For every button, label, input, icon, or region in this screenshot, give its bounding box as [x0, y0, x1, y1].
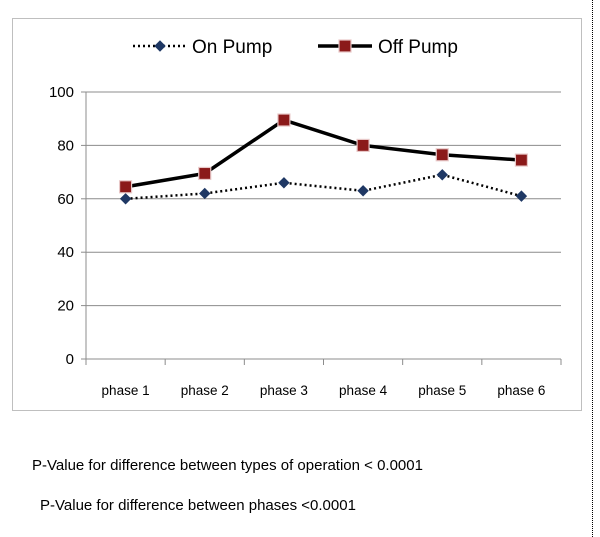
y-tick-label: 100	[49, 84, 74, 101]
data-point-on-pump	[199, 187, 211, 200]
data-point-off-pump	[356, 138, 370, 152]
data-point-off-pump	[118, 180, 133, 194]
data-point-on-pump	[119, 193, 132, 205]
x-tick-label: phase 2	[181, 383, 229, 398]
legend-label: Off Pump	[378, 37, 458, 58]
data-point-on-pump	[357, 185, 369, 197]
data-point-off-pump	[435, 148, 449, 162]
series-line-off-pump	[125, 118, 522, 189]
y-tick-label: 0	[66, 351, 74, 368]
y-tick-label: 20	[57, 298, 74, 315]
legend-label: On Pump	[192, 37, 272, 58]
series-line-on-pump	[125, 173, 522, 201]
data-point-on-pump	[515, 190, 528, 202]
y-tick-label: 80	[57, 137, 74, 154]
x-tick-label: phase 4	[339, 383, 388, 398]
x-tick-label: phase 3	[260, 383, 308, 398]
data-point-off-pump	[514, 153, 529, 167]
x-tick-label: phase 1	[102, 383, 150, 398]
data-point-on-pump	[278, 177, 290, 189]
data-point-off-pump	[277, 113, 291, 127]
legend-marker	[338, 39, 352, 53]
line-chart: 0 20 40 60 80 100 phase 1 phase 2 phase 3 phase 4…	[49, 37, 562, 398]
page-edge-divider	[592, 0, 593, 537]
legend-marker	[154, 40, 166, 52]
x-tick-label: phase 5	[418, 383, 466, 398]
y-tick-label: 60	[57, 191, 74, 208]
data-point-off-pump	[198, 166, 212, 181]
x-tick-label: phase 6	[497, 383, 545, 398]
chart-frame	[12, 18, 582, 411]
y-tick-label: 40	[57, 244, 74, 261]
p-value-note-phases: P-Value for difference between phases <0…	[40, 497, 356, 514]
p-value-note-operation: P-Value for difference between types of …	[32, 457, 423, 474]
data-point-on-pump	[436, 169, 448, 181]
